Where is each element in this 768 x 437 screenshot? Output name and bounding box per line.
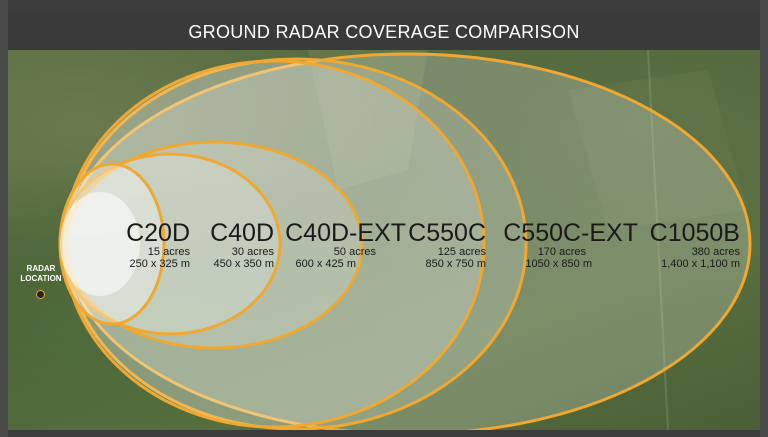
- radar-location-marker: [36, 290, 45, 299]
- satellite-map: RADAR LOCATION C20D 15 acres 250 x 325 m…: [8, 50, 760, 430]
- model-name: C550C-EXT: [503, 219, 638, 247]
- radar-label-line1: RADAR: [26, 264, 56, 273]
- model-name: C20D: [126, 219, 190, 247]
- model-dims: 1050 x 850 m: [525, 258, 592, 270]
- model-label-c1050b: C1050B 380 acres 1,400 x 1,100 m: [638, 220, 740, 270]
- model-dims: 600 x 425 m: [295, 258, 356, 270]
- model-name: C40D-EXT: [285, 219, 406, 247]
- model-label-c550c: C550C 125 acres 850 x 750 m: [406, 220, 486, 270]
- model-label-c40d-ext: C40D-EXT 50 acres 600 x 425 m: [282, 220, 406, 270]
- model-dims: 1,400 x 1,100 m: [661, 258, 740, 270]
- model-name: C550C: [408, 219, 486, 247]
- terrain-field: [308, 50, 428, 190]
- model-acres: 380 acres: [691, 246, 740, 258]
- model-name: C1050B: [649, 219, 740, 247]
- model-label-c40d: C40D 30 acres 450 x 350 m: [194, 220, 274, 270]
- model-dims: 850 x 750 m: [425, 258, 486, 270]
- model-dims: 450 x 350 m: [213, 258, 274, 270]
- model-label-c20d: C20D 15 acres 250 x 325 m: [100, 220, 190, 270]
- model-label-c550c-ext: C550C-EXT 170 acres 1050 x 850 m: [502, 220, 638, 270]
- header-bar: GROUND RADAR COVERAGE COMPARISON: [8, 14, 760, 50]
- terrain-field: [568, 70, 748, 230]
- coverage-core-glow: [60, 192, 140, 296]
- radar-label-line2: LOCATION: [20, 274, 62, 283]
- model-dims: 250 x 325 m: [129, 258, 190, 270]
- coverage-diagram: [58, 50, 752, 430]
- model-acres: 50 acres: [333, 246, 376, 258]
- model-acres: 125 acres: [437, 246, 486, 258]
- model-acres: 170 acres: [537, 246, 586, 258]
- terrain-road: [647, 50, 669, 430]
- model-acres: 30 acres: [231, 246, 274, 258]
- radar-location-label: RADAR LOCATION: [16, 264, 66, 284]
- model-name: C40D: [210, 219, 274, 247]
- model-acres: 15 acres: [147, 246, 190, 258]
- page-title: GROUND RADAR COVERAGE COMPARISON: [188, 21, 580, 42]
